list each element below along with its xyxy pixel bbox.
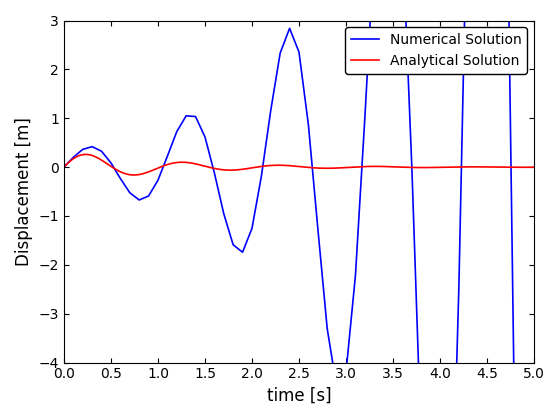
Numerical Solution [164,154,171,159]
Analytical Solution [531,165,538,170]
Analytical Solution [251,165,258,170]
Analytical Solution [82,152,89,157]
Legend: Numerical Solution, Analytical Solution: Numerical Solution, Analytical Solution [346,27,527,74]
Analytical Solution [130,173,137,178]
Analytical Solution [109,165,116,170]
Line: Numerical Solution: Numerical Solution [64,0,534,420]
Numerical Solution [202,134,208,139]
Line: Analytical Solution: Analytical Solution [64,155,534,175]
Analytical Solution [437,165,444,170]
Numerical Solution [60,165,67,170]
X-axis label: time [s]: time [s] [267,387,332,405]
Analytical Solution [269,163,276,168]
Analytical Solution [384,164,391,169]
Analytical Solution [428,165,435,170]
Numerical Solution [211,170,218,175]
Y-axis label: Displacement [m]: Displacement [m] [15,117,33,266]
Analytical Solution [60,165,67,170]
